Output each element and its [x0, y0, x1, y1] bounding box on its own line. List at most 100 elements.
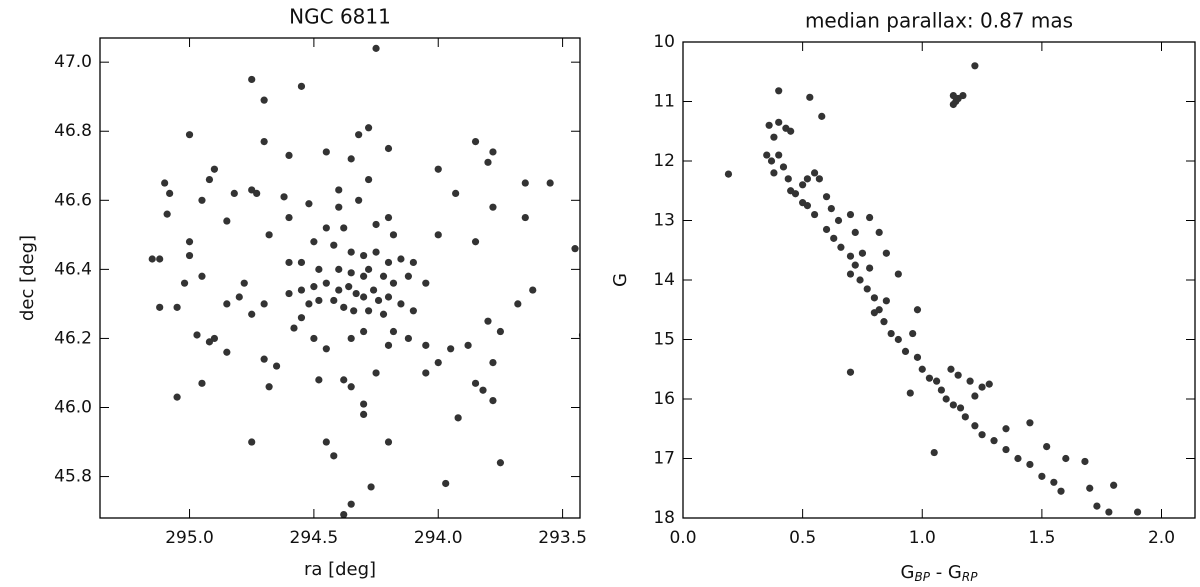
data-point	[322, 345, 330, 353]
data-point	[815, 175, 823, 183]
data-point	[185, 131, 194, 139]
y-tick-label: 46.2	[54, 328, 92, 348]
data-point	[347, 248, 355, 256]
data-point	[310, 283, 318, 291]
data-point	[379, 310, 388, 318]
x-axis-label-part: RP	[962, 570, 978, 584]
data-point	[384, 213, 393, 222]
data-point	[822, 193, 831, 201]
x-axis-label: ra [deg]	[304, 559, 376, 580]
data-point	[434, 231, 442, 239]
y-axis-label: dec [deg]	[17, 235, 38, 321]
data-point	[335, 265, 343, 273]
data-point	[260, 355, 268, 363]
data-point	[830, 234, 838, 242]
data-point	[803, 175, 812, 183]
y-tick-label: 46.6	[54, 190, 92, 210]
data-point	[384, 144, 393, 153]
data-point	[166, 189, 174, 197]
data-point	[894, 270, 902, 278]
data-point	[297, 82, 306, 90]
data-point	[360, 327, 368, 336]
data-point	[489, 396, 497, 405]
data-point	[322, 148, 330, 156]
data-point	[198, 272, 206, 280]
data-point	[347, 269, 355, 277]
data-point	[937, 386, 945, 394]
data-point	[870, 294, 879, 302]
data-point	[949, 100, 957, 109]
data-point	[389, 279, 398, 287]
data-point	[360, 251, 368, 260]
data-point	[409, 258, 417, 267]
data-point	[971, 62, 979, 70]
data-point	[384, 341, 393, 349]
data-point	[978, 431, 986, 439]
data-point	[803, 202, 812, 210]
data-point	[372, 369, 380, 377]
data-point	[971, 422, 979, 430]
data-point	[285, 258, 293, 267]
data-point	[810, 169, 819, 177]
data-point	[875, 228, 883, 236]
data-point	[198, 196, 206, 204]
data-point	[1002, 425, 1010, 433]
x-tick-label: 293.5	[538, 528, 587, 548]
data-point	[148, 255, 156, 263]
data-point	[866, 264, 874, 272]
data-point	[851, 228, 859, 236]
y-tick-label: 46.4	[54, 259, 92, 279]
data-point	[347, 334, 355, 343]
data-point	[280, 193, 288, 201]
data-point	[223, 348, 231, 356]
data-point	[223, 217, 231, 225]
data-point	[248, 310, 256, 318]
data-point	[724, 170, 733, 178]
plot-area	[724, 62, 1142, 516]
data-point	[521, 213, 529, 222]
data-point	[422, 279, 430, 287]
data-point	[858, 249, 867, 257]
chart-title: median parallax: 0.87 mas	[805, 9, 1073, 33]
data-point	[310, 334, 318, 343]
y-tick-label: 10	[653, 32, 675, 52]
data-point	[384, 438, 393, 446]
data-point	[906, 389, 914, 397]
data-point	[787, 127, 795, 135]
data-point	[285, 213, 293, 222]
x-tick-label: 295.0	[165, 528, 214, 548]
data-point	[397, 255, 405, 263]
data-point	[1038, 472, 1046, 480]
data-point	[454, 414, 462, 422]
data-point	[521, 179, 529, 187]
data-point	[330, 452, 338, 460]
data-point	[784, 175, 792, 183]
data-point	[827, 205, 835, 213]
data-point	[870, 309, 879, 317]
data-point	[335, 286, 343, 294]
x-axis-label-part: G	[901, 562, 915, 583]
data-point	[978, 383, 986, 391]
data-point	[791, 190, 800, 198]
data-point	[350, 307, 358, 315]
data-point	[315, 265, 323, 273]
data-point	[315, 296, 323, 305]
data-point	[882, 297, 890, 305]
data-point	[335, 186, 343, 194]
data-point	[471, 137, 480, 146]
data-point	[210, 165, 219, 173]
data-point	[775, 151, 783, 159]
data-point	[180, 279, 189, 287]
y-tick-label: 17	[653, 449, 675, 469]
data-point	[489, 359, 497, 367]
data-point	[810, 210, 819, 219]
data-point	[947, 365, 955, 373]
data-point	[863, 285, 871, 293]
data-point	[422, 341, 430, 349]
data-point	[846, 210, 855, 219]
data-point	[409, 307, 417, 315]
data-point	[272, 362, 281, 370]
data-point	[471, 238, 480, 246]
x-tick-label: 294.5	[290, 528, 339, 548]
data-point	[297, 258, 306, 267]
